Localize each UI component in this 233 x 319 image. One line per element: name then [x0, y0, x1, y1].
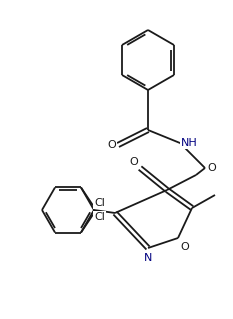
Text: N: N — [144, 253, 152, 263]
Text: O: O — [180, 242, 189, 252]
Text: O: O — [207, 163, 216, 173]
Text: Cl: Cl — [94, 211, 105, 221]
Text: O: O — [107, 140, 116, 150]
Text: Cl: Cl — [94, 198, 105, 209]
Text: O: O — [129, 157, 138, 167]
Text: NH: NH — [181, 138, 198, 148]
